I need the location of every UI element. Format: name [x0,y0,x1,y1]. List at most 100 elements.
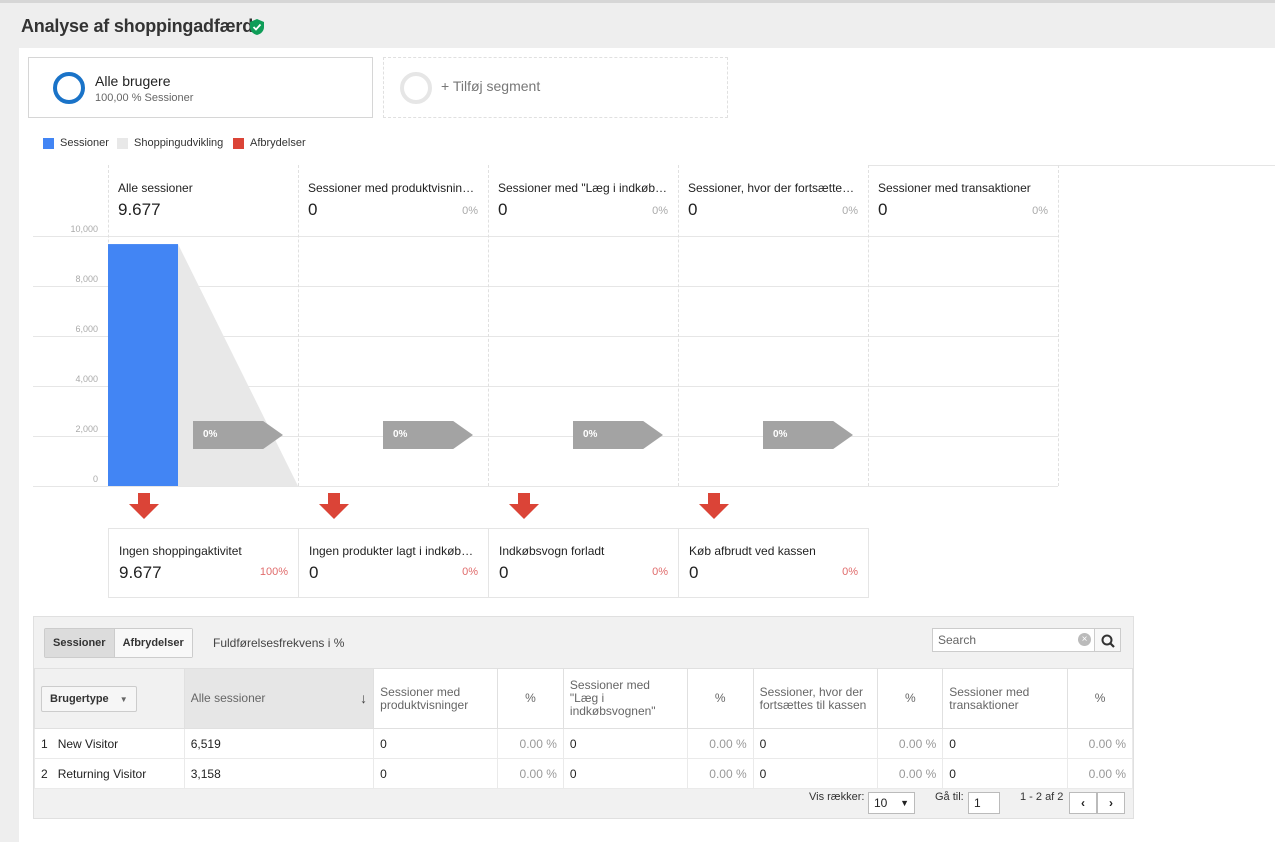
dropoff-percent: 0% [842,566,858,578]
cell: 0.00 % [686,758,754,789]
dimension-header: Brugertype ▼ [34,668,185,729]
cell: 3,158 [183,758,375,789]
stage-name[interactable]: Sessioner, hvor der fortsættes til kasse… [688,181,858,195]
cell: 0 [752,728,879,759]
gridline [33,436,1058,437]
column-header[interactable]: % [686,668,754,729]
rows-label: Vis rækker: [809,791,865,803]
rows-select-value: 10 [874,796,888,810]
chevron-right-icon: › [1109,796,1113,810]
cell: 0.00 % [686,728,754,759]
cell: 0.00 % [877,728,944,759]
chevron-left-icon: ‹ [1081,796,1085,810]
column-header[interactable]: % [1067,668,1133,729]
stage-name[interactable]: Sessioner med "Læg i indkøbsvognen" [498,181,668,195]
cell: 0 [752,758,879,789]
cell: 0 [942,758,1069,789]
completion-rate-label[interactable]: Fuldførelsesfrekvens i % [213,636,345,650]
next-page-button[interactable]: › [1097,792,1125,814]
search-button[interactable] [1095,628,1121,652]
column-header-all-sessions[interactable]: Alle sessioner ↓ [183,668,375,729]
dropoff-arrow-icon [699,493,729,519]
page-title: Analyse af shoppingadfærd [21,16,254,36]
legend-label: Shoppingudvikling [134,137,224,149]
dropoff-value: 0 [499,563,509,582]
dropoff-arrow-icon [319,493,349,519]
column-header[interactable]: % [497,668,564,729]
conversion-arrow: 0% [763,421,853,449]
legend-label: Afbrydelser [250,137,306,149]
row-index: 2 [41,766,48,781]
column-header[interactable]: % [877,668,944,729]
search-input[interactable]: Search [932,628,1095,652]
cell: 0.00 % [497,758,564,789]
stage-name[interactable]: Sessioner med produktvisninger [308,181,478,195]
stage-name[interactable]: Sessioner med transaktioner [878,181,1031,195]
y-tick-label: 4,000 [75,374,98,384]
gridline [33,286,1058,287]
cell: 0 [562,758,688,789]
column-divider [108,165,109,486]
column-header[interactable]: Sessioner med produktvisninger [373,668,499,729]
dimension-selector[interactable]: Brugertype ▼ [41,685,137,712]
column-header[interactable]: Sessioner, hvor der fortsættes til kasse… [752,668,879,729]
data-table: Brugertype ▼ Alle sessioner ↓ Sessioner m… [34,668,1133,789]
tab-dropoffs[interactable]: Afbrydelser [114,629,192,657]
stage-percent: 0% [842,205,858,217]
column-divider [678,165,679,486]
conversion-arrow: 0% [383,421,473,449]
data-table-section: Sessioner Afbrydelser Fuldførelsesfrekve… [33,616,1134,819]
pagination-range: 1 - 2 af 2 [1020,791,1064,803]
stage-value: 0 [688,200,698,219]
gridline [33,386,1058,387]
row-dimension: 1 New Visitor [34,728,185,759]
stage-name[interactable]: Alle sessioner [118,181,193,195]
row-name[interactable]: Returning Visitor [57,766,147,781]
segment-sub: 100,00 % Sessioner [95,92,194,104]
dropoff-divider [488,528,489,598]
column-divider [488,165,489,486]
row-name[interactable]: New Visitor [57,736,119,751]
search-icon [1101,634,1115,648]
chevron-down-icon: ▼ [119,694,128,704]
stage-percent: 0% [462,205,478,217]
column-header[interactable]: Sessioner med transaktioner [942,668,1069,729]
segment-card[interactable]: Alle brugere 100,00 % Sessioner [28,57,373,118]
legend-swatch-dropoffs [233,137,244,149]
divider [869,165,1275,166]
goto-label: Gå til: [935,791,964,803]
rows-select[interactable]: 10 ▼ [868,792,915,814]
dimension-label: Brugertype [50,692,109,705]
cell: 0 [942,728,1069,759]
add-segment-label: + Tilføj segment [441,78,541,94]
tab-sessions[interactable]: Sessioner [45,629,115,657]
legend-dropoffs: Afbrydelser [233,137,306,149]
add-segment-button[interactable]: + Tilføj segment [383,57,728,118]
column-divider [868,165,869,486]
dropoff-divider [298,528,299,598]
row-index: 1 [41,736,48,751]
legend-swatch-sessions [43,137,54,149]
sort-down-icon: ↓ [360,690,368,706]
stage-value: 0 [308,200,318,219]
table-row: 2 Returning Visitor 3,158 0 0.00 % 0 0.0… [34,758,1133,789]
conversion-arrow: 0% [193,421,283,449]
stage-value: 9.677 [118,200,161,219]
cell: 0.00 % [877,758,944,789]
column-header[interactable]: Sessioner med "Læg i indkøbsvognen" [562,668,688,729]
clear-icon[interactable]: × [1078,633,1091,646]
y-tick-label: 10,000 [70,224,98,234]
column-divider [1058,165,1059,486]
goto-input[interactable]: 1 [968,792,1000,814]
dropoff-percent: 0% [462,566,478,578]
y-tick-label: 2,000 [75,424,98,434]
stage-percent: 0% [652,205,668,217]
segment-ring-icon [53,72,85,104]
legend-swatch-shopping [117,137,128,149]
conversion-arrow: 0% [573,421,663,449]
chevron-down-icon: ▼ [900,798,909,808]
cell: 0.00 % [1067,758,1133,789]
metric-tabs: Sessioner Afbrydelser [44,628,193,658]
prev-page-button[interactable]: ‹ [1069,792,1097,814]
